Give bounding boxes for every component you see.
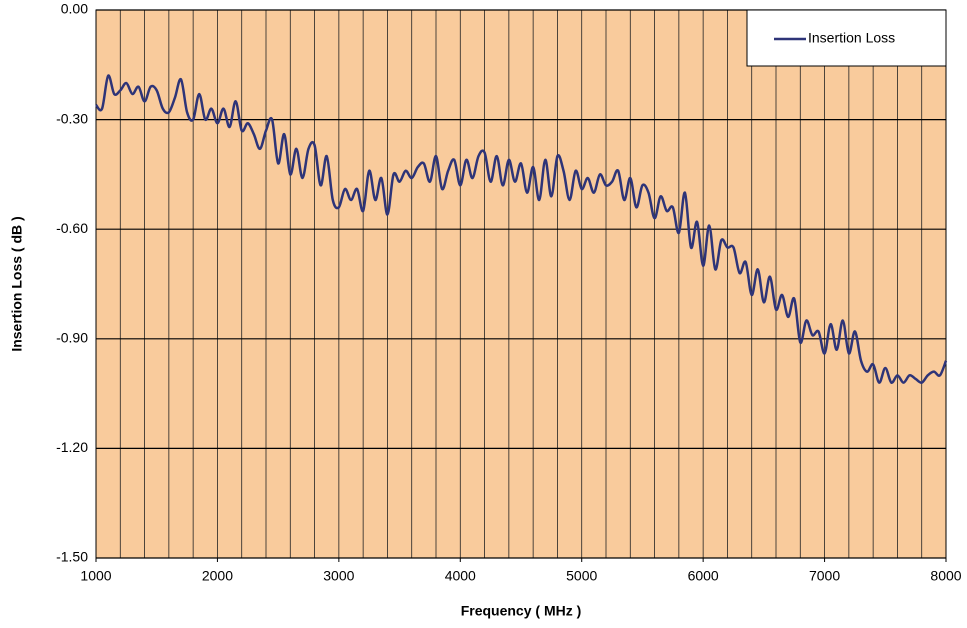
y-tick-label: 0.00 (61, 1, 88, 17)
y-tick-label: -1.20 (56, 439, 88, 455)
y-tick-label: -0.90 (56, 330, 88, 346)
y-axis-label: Insertion Loss ( dB ) (9, 216, 25, 351)
plot-border (95, 9, 947, 559)
x-tick-label: 3000 (323, 568, 354, 584)
x-axis-label: Frequency ( MHz ) (461, 603, 582, 619)
data-line (95, 74, 948, 384)
x-tick-label: 5000 (566, 568, 597, 584)
y-tick-label: -1.50 (56, 549, 88, 565)
x-tick-label: 8000 (930, 568, 961, 584)
y-tick-label: -0.60 (56, 220, 88, 236)
x-tick-label: 2000 (202, 568, 233, 584)
legend-label: Insertion Loss (808, 30, 895, 46)
x-tick-label: 6000 (688, 568, 719, 584)
x-tick-label: 7000 (809, 568, 840, 584)
plot-area (96, 10, 946, 558)
y-tick-label: -0.30 (56, 110, 88, 126)
x-tick-label: 4000 (445, 568, 476, 584)
x-tick-label: 1000 (80, 568, 111, 584)
